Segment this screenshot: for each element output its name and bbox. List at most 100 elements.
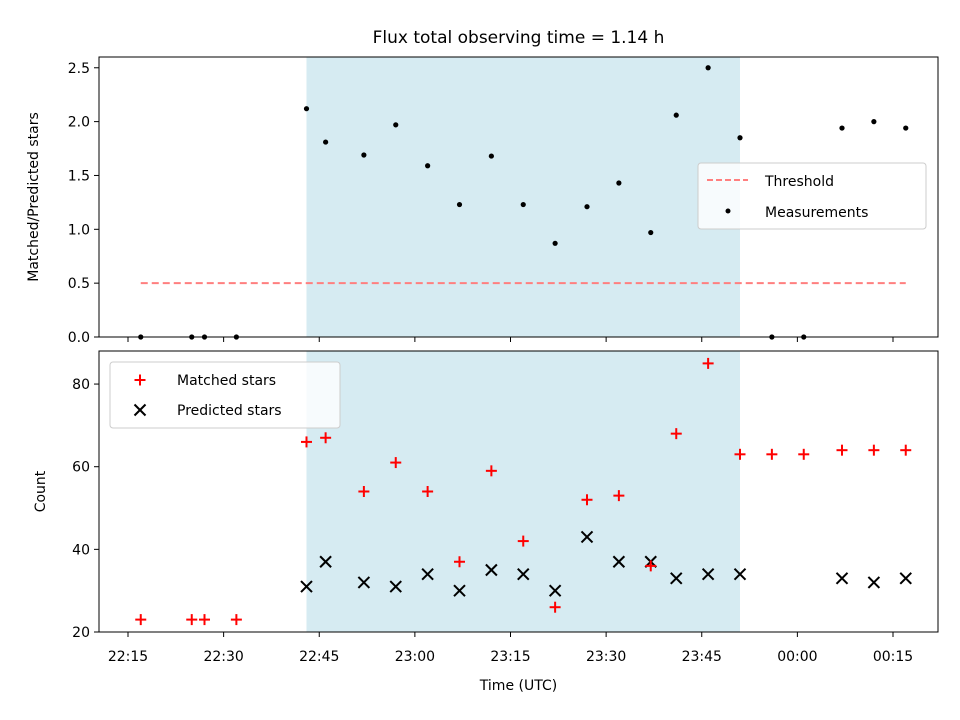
cross-stroke-b bbox=[389, 580, 402, 593]
matched-point bbox=[766, 448, 778, 460]
matched-point bbox=[836, 444, 848, 456]
measurement-point bbox=[488, 153, 494, 159]
bottom-axes-frame bbox=[98, 350, 939, 633]
y-tick-label: 0.5 bbox=[68, 276, 90, 292]
x-axis-label: Time (UTC) bbox=[479, 678, 557, 694]
predicted-point bbox=[517, 567, 530, 581]
cross-stroke-b bbox=[300, 580, 313, 593]
legend-measurements-swatch bbox=[725, 208, 731, 214]
predicted-point bbox=[485, 563, 498, 577]
top-panel: 0.0 0.5 1.0 1.5 2.0 2.5 Flux total observing … bbox=[26, 28, 939, 346]
legend-threshold-label: Threshold bbox=[764, 174, 834, 190]
legend-predicted-label: Predicted stars bbox=[177, 403, 282, 419]
measurement-point bbox=[303, 106, 310, 112]
predicted-point bbox=[548, 584, 562, 597]
predicted-point bbox=[701, 567, 715, 581]
bottom-legend: Matched stars Predicted stars bbox=[109, 361, 341, 429]
bottom-x-axis: 22:15 22:30 22:45 23:00 23:15 23:30 23:45 00:00… bbox=[108, 632, 913, 665]
measurement-point bbox=[648, 229, 654, 236]
predicted-point bbox=[453, 584, 466, 597]
cross-stroke-b bbox=[701, 567, 715, 581]
top-data-layer bbox=[138, 65, 909, 340]
legend-predicted-swatch bbox=[133, 403, 147, 417]
cross-stroke-b bbox=[867, 576, 881, 589]
x-tick-label: 22:45 bbox=[299, 649, 339, 665]
matched-point bbox=[301, 436, 312, 448]
matched-point bbox=[702, 357, 714, 369]
measurement-point bbox=[361, 152, 367, 158]
predicted-point bbox=[899, 572, 912, 585]
x-tick-label: 00:00 bbox=[777, 649, 817, 665]
bottom-y-axis-label: Count bbox=[33, 470, 49, 512]
matched-point bbox=[734, 448, 746, 460]
predicted-point bbox=[580, 530, 594, 544]
predicted-point bbox=[835, 572, 849, 585]
cross-stroke-b bbox=[670, 572, 683, 585]
top-x-axis-ticks bbox=[127, 337, 894, 342]
predicted-point bbox=[733, 567, 747, 581]
top-y-axis-label: Matched/Predicted stars bbox=[26, 112, 42, 282]
cross-stroke-b bbox=[899, 572, 912, 585]
matched-point bbox=[868, 444, 880, 456]
predicted-point bbox=[867, 576, 881, 589]
matched-point bbox=[422, 486, 434, 497]
cross-stroke-b bbox=[319, 555, 332, 568]
measurement-point bbox=[903, 125, 909, 131]
y-tick-label: 20 bbox=[72, 625, 90, 641]
predicted-point bbox=[300, 580, 313, 593]
matched-point bbox=[581, 494, 593, 506]
y-tick-label: 0.0 bbox=[68, 330, 90, 346]
matched-point bbox=[390, 457, 402, 469]
measurement-point bbox=[871, 119, 877, 125]
y-tick-label: 40 bbox=[72, 542, 90, 558]
matched-point bbox=[549, 601, 561, 613]
cross-stroke-b bbox=[133, 403, 147, 417]
cross-stroke-b bbox=[357, 576, 371, 589]
cross-stroke-b bbox=[485, 563, 498, 577]
matched-point bbox=[454, 556, 465, 568]
matched-point bbox=[230, 614, 242, 626]
y-tick-label: 80 bbox=[72, 377, 90, 393]
predicted-point bbox=[357, 576, 371, 589]
top-axes-frame bbox=[98, 56, 939, 338]
measurement-point bbox=[705, 65, 711, 71]
top-legend-box bbox=[697, 162, 927, 230]
cross-stroke-b bbox=[517, 567, 530, 581]
x-tick-label: 22:15 bbox=[108, 649, 148, 665]
y-tick-label: 2.0 bbox=[68, 115, 90, 131]
bottom-y-axis: 20 40 60 80 bbox=[72, 377, 99, 641]
bottom-legend-box bbox=[109, 361, 341, 429]
matched-point bbox=[199, 614, 210, 626]
measurement-point bbox=[425, 163, 431, 169]
legend-measurements-label: Measurements bbox=[765, 205, 868, 221]
predicted-point bbox=[421, 567, 434, 581]
matched-point bbox=[358, 486, 370, 497]
legend-cross-glyph bbox=[133, 403, 147, 417]
cross-stroke-b bbox=[580, 530, 594, 544]
x-tick-label: 23:30 bbox=[586, 649, 626, 665]
measurement-point bbox=[584, 204, 590, 210]
y-tick-label: 2.5 bbox=[68, 61, 90, 77]
legend-matched-label: Matched stars bbox=[177, 373, 276, 389]
top-legend: Threshold Measurements bbox=[697, 162, 927, 230]
x-tick-label: 23:15 bbox=[490, 649, 530, 665]
predicted-point bbox=[389, 580, 402, 593]
matched-point bbox=[613, 490, 625, 502]
y-tick-label: 1.0 bbox=[68, 222, 90, 238]
cross-stroke-b bbox=[612, 555, 626, 568]
measurement-point bbox=[456, 201, 463, 208]
x-tick-label: 23:00 bbox=[395, 649, 435, 665]
cross-stroke-b bbox=[835, 572, 849, 585]
predicted-point bbox=[612, 555, 626, 568]
measurement-point bbox=[552, 240, 558, 246]
measurement-point bbox=[520, 201, 526, 208]
matched-point bbox=[900, 444, 912, 456]
measurement-point bbox=[616, 180, 622, 186]
matched-point bbox=[320, 432, 332, 444]
matched-point bbox=[670, 428, 682, 440]
y-tick-label: 1.5 bbox=[68, 168, 90, 184]
matched-point bbox=[186, 614, 198, 626]
measurement-point bbox=[839, 125, 845, 131]
